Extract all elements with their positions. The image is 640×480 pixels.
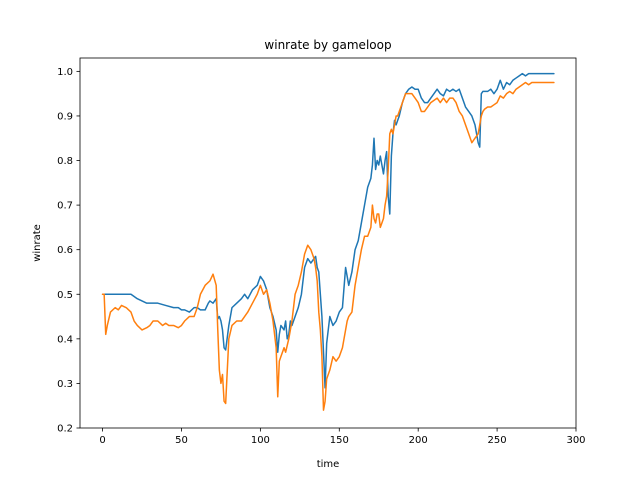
- y-tick-label: 0.3: [57, 379, 73, 390]
- series-layer: [101, 72, 555, 411]
- x-tick-label: 150: [330, 435, 349, 446]
- x-tick-label: 250: [488, 435, 507, 446]
- x-axis-label: time: [317, 459, 340, 470]
- y-axis-label: winrate: [32, 224, 43, 262]
- x-tick-label: 0: [99, 435, 105, 446]
- y-tick-label: 0.7: [57, 201, 73, 212]
- plot-frame: [79, 57, 577, 429]
- y-tick-label: 0.2: [57, 424, 73, 435]
- series-line-2: [101, 81, 555, 411]
- y-tick-label: 0.4: [57, 334, 73, 345]
- chart-title: winrate by gameloop: [264, 38, 391, 52]
- y-tick-label: 1.0: [57, 67, 73, 78]
- y-tick-label: 0.6: [57, 245, 73, 256]
- y-tick-label: 0.9: [57, 111, 73, 122]
- x-tick-label: 50: [175, 435, 188, 446]
- x-tick-label: 100: [251, 435, 270, 446]
- x-tick-label: 200: [409, 435, 428, 446]
- x-axis-ticks: 0 50 100 150 200 250 300: [99, 428, 586, 446]
- x-tick-label: 300: [566, 435, 585, 446]
- y-axis-ticks: 0.2 0.3 0.4 0.5 0.6 0.7 0.8 0.9 1.0: [57, 67, 80, 435]
- y-tick-label: 0.5: [57, 290, 73, 301]
- y-tick-label: 0.8: [57, 156, 73, 167]
- plot-area: [80, 58, 576, 428]
- series-line-1: [101, 72, 555, 389]
